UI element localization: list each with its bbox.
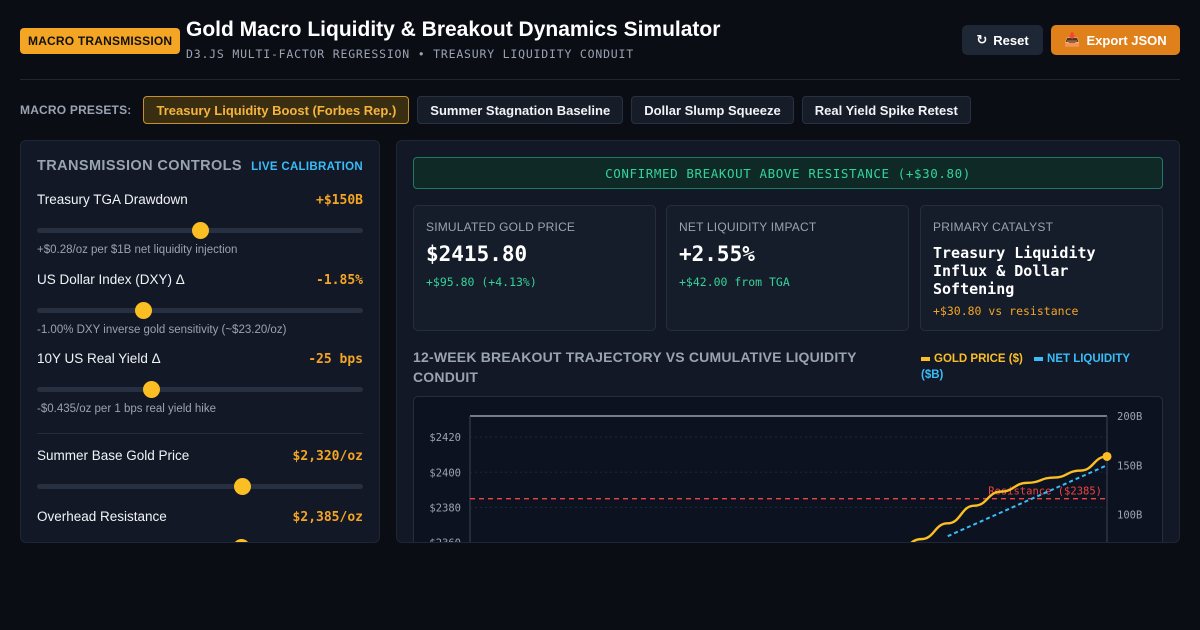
control-note: +$0.28/oz per $1B net liquidity injectio… (37, 244, 238, 256)
slider-thumb[interactable] (134, 302, 152, 319)
tga-drawdown-slider[interactable] (37, 222, 363, 239)
card-net-liquidity-impact: NET LIQUIDITY IMPACT +2.55% +$42.00 from… (666, 205, 909, 331)
gold-price-line (910, 455, 1108, 542)
control-value: -1.85% (316, 273, 363, 288)
legend-liquidity: NET LIQUIDITY ($B) (921, 353, 1130, 381)
export-button-label: Export JSON (1086, 32, 1167, 48)
net-liquidity-line (947, 464, 1108, 538)
macro-presets: MACRO PRESETS: Treasury Liquidity Boost … (20, 96, 979, 124)
card-sub: +$30.80 vs resistance (933, 304, 1079, 318)
page-title: Gold Macro Liquidity & Breakout Dynamics… (186, 18, 721, 41)
slider-thumb[interactable] (192, 222, 209, 239)
legend-gold: GOLD PRICE ($) (921, 353, 1026, 365)
control-label: Treasury TGA Drawdown (37, 192, 188, 207)
card-value: Treasury Liquidity Influx & Dollar Softe… (933, 244, 1096, 298)
page-subtitle: D3.JS MULTI-FACTOR REGRESSION • TREASURY… (186, 47, 634, 61)
legend-gold-label: GOLD PRICE ($) (934, 353, 1023, 365)
controls-title: TRANSMISSION CONTROLS (37, 158, 242, 174)
control-value: -25 bps (308, 352, 363, 367)
header: MACRO TRANSMISSION Gold Macro Liquidity … (20, 16, 1180, 80)
legend-liquidity-swatch (1034, 356, 1044, 361)
y-tick-label-right: 100B (1117, 510, 1142, 522)
slider-thumb[interactable] (143, 381, 161, 398)
export-json-button[interactable]: 📥 Export JSON (1051, 25, 1180, 55)
reset-button[interactable]: ↻ Reset (962, 25, 1043, 55)
resistance-annotation: Resistance ($2385) (988, 486, 1102, 498)
dxy-slider[interactable] (37, 302, 363, 319)
y-tick-label-right: 150B (1117, 460, 1142, 472)
control-base-gold-price: Summer Base Gold Price $2,320/oz (37, 448, 363, 495)
legend-liquidity-label: NET LIQUIDITY ($B) (921, 353, 1130, 381)
control-value: $2,320/oz (292, 449, 363, 464)
slider-thumb[interactable] (232, 539, 250, 542)
card-value: $2415.80 (426, 242, 528, 266)
preset-dollar-slump[interactable]: Dollar Slump Squeeze (631, 96, 794, 124)
control-tga-drawdown: Treasury TGA Drawdown +$150B +$0.28/oz p… (37, 192, 363, 256)
card-value: +2.55% (679, 242, 755, 266)
y-tick-label-left: $2360 (429, 538, 461, 543)
control-note: -$0.435/oz per 1 bps real yield hike (37, 403, 216, 415)
card-label: SIMULATED GOLD PRICE (426, 220, 576, 234)
y-tick-label-left: $2400 (429, 467, 461, 479)
preset-treasury-liquidity-boost[interactable]: Treasury Liquidity Boost (Forbes Rep.) (143, 96, 410, 124)
card-label: NET LIQUIDITY IMPACT (679, 220, 817, 234)
control-real-yield: 10Y US Real Yield Δ -25 bps -$0.435/oz p… (37, 351, 363, 415)
card-primary-catalyst: PRIMARY CATALYST Treasury Liquidity Infl… (920, 205, 1163, 331)
gold-price-endpoint (1102, 451, 1112, 461)
chart-title: 12-WEEK BREAKOUT TRAJECTORY VS CUMULATIV… (413, 349, 857, 385)
control-value: +$150B (316, 193, 363, 208)
presets-label: MACRO PRESETS: (20, 103, 132, 117)
breakout-status-banner: CONFIRMED BREAKOUT ABOVE RESISTANCE (+$3… (413, 157, 1163, 189)
control-label: US Dollar Index (DXY) Δ (37, 272, 185, 287)
y-tick-label-left: $2380 (429, 502, 461, 514)
results-panel: CONFIRMED BREAKOUT ABOVE RESISTANCE (+$3… (396, 140, 1180, 543)
chart-legend: GOLD PRICE ($) NET LIQUIDITY ($B) (921, 351, 1151, 383)
y-tick-label-right: 200B (1117, 411, 1142, 423)
control-note: -1.00% DXY inverse gold sensitivity (~$2… (37, 324, 287, 336)
reset-icon: ↻ (976, 32, 988, 47)
legend-gold-swatch (921, 356, 930, 361)
control-value: $2,385/oz (292, 510, 363, 525)
card-simulated-gold-price: SIMULATED GOLD PRICE $2415.80 +$95.80 (+… (413, 205, 656, 331)
controls-divider (37, 433, 363, 434)
transmission-controls-panel: TRANSMISSION CONTROLS LIVE CALIBRATION T… (20, 140, 380, 543)
card-sub: +$95.80 (+4.13%) (426, 275, 537, 289)
y-tick-label-left: $2420 (429, 432, 461, 444)
card-label: PRIMARY CATALYST (933, 220, 1054, 234)
breakout-chart: $2360 $2380 $2400 $2420 100B 150B 200B Resistan… (413, 396, 1163, 543)
reset-button-label: Reset (993, 32, 1029, 48)
download-icon: 📥 (1064, 32, 1081, 47)
preset-summer-stagnation[interactable]: Summer Stagnation Baseline (417, 96, 624, 124)
live-calibration-badge: LIVE CALIBRATION (251, 161, 363, 173)
base-gold-price-slider[interactable] (37, 478, 363, 495)
slider-thumb[interactable] (234, 478, 252, 495)
chart-svg: $2360 $2380 $2400 $2420 100B 150B 200B Resistan… (429, 411, 1142, 543)
preset-real-yield-spike[interactable]: Real Yield Spike Retest (801, 96, 971, 124)
control-label: Summer Base Gold Price (37, 448, 190, 463)
control-label: Overhead Resistance (37, 509, 167, 524)
control-label: 10Y US Real Yield Δ (37, 351, 161, 366)
app-badge: MACRO TRANSMISSION (20, 28, 181, 54)
control-dxy: US Dollar Index (DXY) Δ -1.85% -1.00% DX… (37, 272, 363, 336)
real-yield-slider[interactable] (37, 381, 363, 398)
control-overhead-resistance: Overhead Resistance $2,385/oz (37, 509, 363, 542)
card-sub: +$42.00 from TGA (679, 275, 790, 289)
